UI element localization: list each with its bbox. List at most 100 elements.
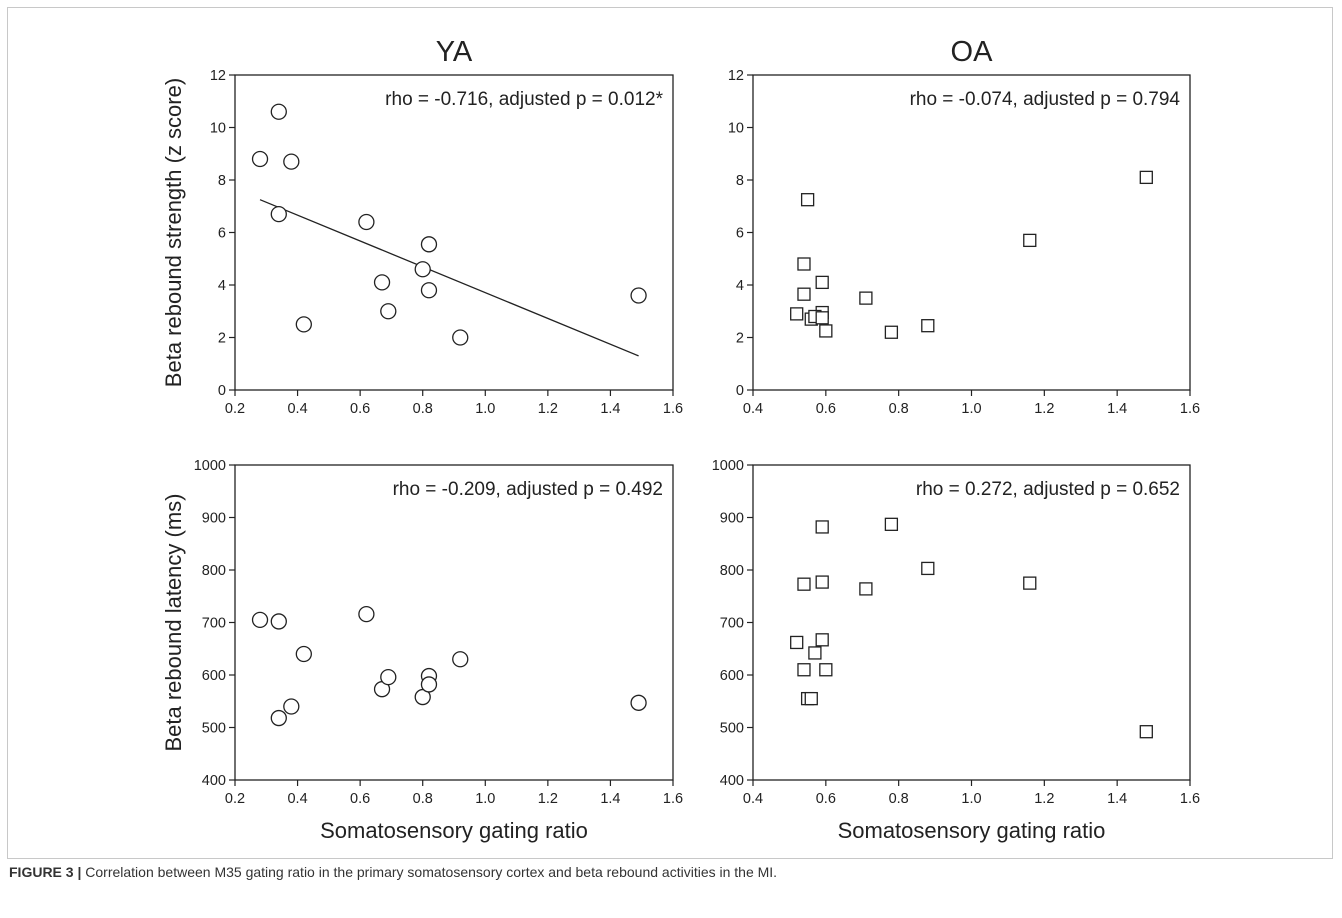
chart1.data-point — [270, 205, 287, 223]
figure-frame — [7, 7, 1333, 859]
chart2.y-tick-label: 10 — [728, 121, 744, 137]
chart3.y-tick-label: 800 — [202, 563, 226, 579]
chart3.data-point — [295, 645, 312, 663]
chart2.x-tick-label: 0.4 — [743, 401, 763, 417]
chart4.x-tick-label: 1.2 — [1034, 791, 1054, 807]
chart2.data-point — [819, 324, 833, 338]
chart4.data-point — [1139, 725, 1153, 739]
chart1.y-tick-label: 10 — [210, 121, 226, 137]
chart4.data-point — [815, 520, 829, 534]
chart3.plot-frame — [234, 464, 674, 781]
chart2.data-point — [800, 193, 815, 207]
chart2.data-point — [1139, 170, 1153, 185]
chart4.data-point — [790, 635, 804, 650]
chart4.data-point — [804, 691, 818, 706]
chart2.x-tick-label: 1.2 — [1034, 401, 1054, 417]
chart1.data-point — [373, 274, 391, 291]
chart3.data-point — [420, 676, 438, 693]
chart3.x-tick-label: 1.4 — [600, 791, 620, 807]
chart2.data-point — [815, 311, 829, 325]
chart2.data-point — [790, 307, 804, 321]
chart3.x-tick-label: 1.2 — [538, 791, 558, 807]
chart1.data-point — [420, 236, 438, 253]
chart4.x-tick-label: 0.4 — [743, 791, 763, 807]
chart1.data-point — [283, 153, 300, 170]
chart1.x-tick-label: 1.6 — [663, 401, 683, 417]
chart3.data-point — [358, 605, 375, 623]
chart1.x-tick-label: 0.2 — [225, 401, 245, 417]
chart1.data-point — [452, 329, 469, 346]
chart1.data-point — [270, 103, 287, 120]
chart3.x-tick-label: 0.6 — [350, 791, 370, 807]
chart4.data-point — [815, 575, 829, 589]
chart2.y-tick-label: 2 — [736, 331, 744, 347]
chart4.data-point — [797, 663, 811, 677]
chart1.data-point — [380, 303, 397, 320]
chart2.data-point — [884, 325, 899, 339]
chart1.x-tick-label: 1.0 — [475, 401, 495, 417]
chart3.data-point — [251, 611, 269, 629]
chart4.x-tick-label: 0.6 — [816, 791, 836, 807]
chart1.panel-title: YA — [436, 36, 473, 68]
chart3.data-point — [380, 668, 397, 686]
chart3.correlation-annotation: rho = -0.209, adjusted p = 0.492 — [393, 479, 663, 500]
chart1.x-tick-label: 0.8 — [413, 401, 433, 417]
chart2.x-tick-label: 1.6 — [1180, 401, 1200, 417]
chart1.y-tick-label: 6 — [218, 226, 226, 242]
chart1.data-point — [251, 150, 269, 168]
chart4.data-point — [797, 577, 811, 591]
chart3.x-tick-label: 1.0 — [475, 791, 495, 807]
chart2.data-point — [797, 257, 811, 271]
chart1.y-tick-label: 0 — [218, 383, 226, 399]
figure-chart-area: 0.2 0.4 0.6 0.8 1.0 1.2 1.4 1.6 0 2 4 6 8 10 12 YA Beta … — [161, 36, 1200, 843]
chart1.y-axis-title: Beta rebound strength (z score) — [161, 78, 186, 387]
chart4.x-tick-label: 0.8 — [889, 791, 909, 807]
chart3.x-axis-title: Somatosensory gating ratio — [320, 818, 588, 843]
caption-label: FIGURE 3 | — [9, 864, 82, 880]
chart4.y-tick-label: 400 — [720, 773, 744, 789]
chart2.data-point — [1023, 233, 1037, 248]
chart2.data-point — [815, 275, 829, 290]
chart4.data-point — [921, 561, 935, 576]
chart3.y-axis-title: Beta rebound latency (ms) — [161, 493, 186, 751]
chart2.x-tick-label: 1.0 — [961, 401, 981, 417]
chart3.y-tick-label: 600 — [202, 668, 226, 684]
chart1.data-point — [358, 213, 375, 231]
chart2.panel-title: OA — [951, 36, 994, 68]
chart2.y-tick-label: 8 — [736, 173, 744, 189]
chart1.data-point — [630, 287, 647, 304]
chart4.y-tick-label: 1000 — [712, 458, 744, 474]
chart4.y-tick-label: 500 — [720, 721, 744, 737]
chart1.data-point — [414, 261, 431, 278]
chart1.data-point — [420, 282, 438, 299]
chart3.y-tick-label: 500 — [202, 721, 226, 737]
figure-caption: FIGURE 3 | Correlation between M35 gatin… — [9, 864, 777, 880]
chart1.regression-line — [259, 199, 639, 357]
chart1.data-point — [295, 316, 312, 333]
chart4.x-tick-label: 1.0 — [961, 791, 981, 807]
chart2.y-tick-label: 12 — [728, 68, 744, 84]
chart4.data-point — [819, 663, 833, 677]
chart1.x-tick-label: 1.4 — [600, 401, 620, 417]
chart3.x-tick-label: 0.8 — [413, 791, 433, 807]
chart1.x-tick-label: 0.4 — [287, 401, 307, 417]
chart1.y-tick-label: 2 — [218, 331, 226, 347]
chart3.y-tick-label: 400 — [202, 773, 226, 789]
chart3.y-tick-label: 1000 — [194, 458, 226, 474]
chart2.correlation-annotation: rho = -0.074, adjusted p = 0.794 — [910, 89, 1181, 110]
chart2.x-tick-label: 1.4 — [1107, 401, 1127, 417]
chart2.data-point — [797, 287, 811, 301]
chart1.y-tick-label: 4 — [218, 278, 226, 294]
chart3.x-tick-label: 0.4 — [287, 791, 307, 807]
chart2.data-point — [921, 319, 935, 333]
chart4.data-point — [815, 633, 829, 647]
caption-text: Correlation between M35 gating ratio in … — [81, 864, 778, 880]
chart4.y-tick-label: 600 — [720, 668, 744, 684]
chart1.correlation-annotation: rho = -0.716, adjusted p = 0.012* — [385, 89, 663, 110]
chart3.data-point — [270, 709, 287, 727]
chart4.plot-frame — [752, 464, 1191, 781]
chart2.y-tick-label: 4 — [736, 278, 744, 294]
chart4.data-point — [859, 582, 873, 596]
chart4.x-axis-title: Somatosensory gating ratio — [838, 818, 1106, 843]
chart4.data-point — [808, 646, 822, 660]
